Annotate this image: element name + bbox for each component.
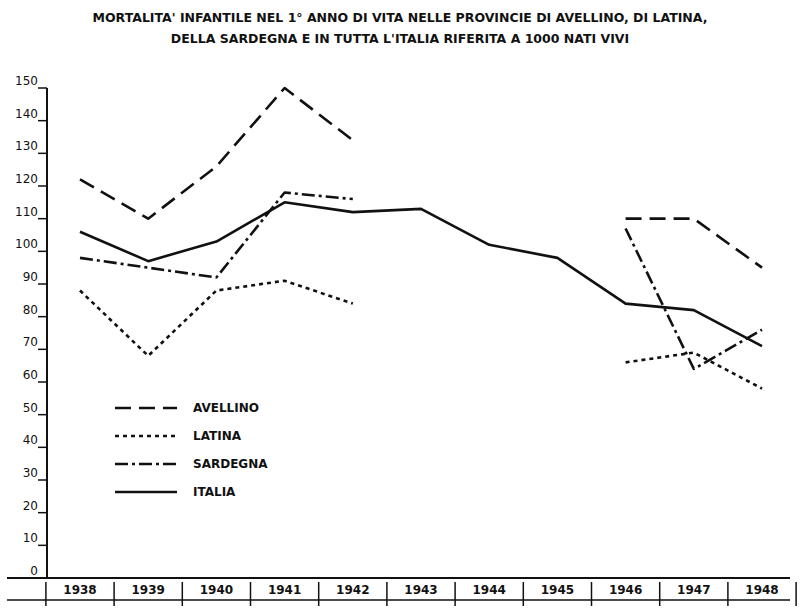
series-line	[80, 193, 762, 369]
x-cell-separator	[45, 582, 47, 606]
x-tick-label: 1944	[472, 583, 505, 597]
legend-swatch	[115, 463, 177, 466]
y-tick-label: 30	[23, 466, 38, 480]
legend-swatch	[115, 491, 177, 494]
y-axis-line	[46, 88, 48, 578]
y-tick-label: 80	[23, 303, 38, 317]
x-cell-separator	[454, 582, 456, 606]
x-cell-separator	[386, 582, 388, 606]
y-tick-label: 100	[15, 237, 38, 251]
y-tick	[38, 414, 47, 416]
y-tick-label: 90	[23, 270, 38, 284]
chart-title: MORTALITA' INFANTILE NEL 1° ANNO DI VITA…	[93, 10, 708, 46]
x-tick-label: 1943	[404, 583, 437, 597]
y-tick	[38, 545, 47, 547]
x-tick-label: 1945	[541, 583, 574, 597]
y-tick-label: 10	[23, 531, 38, 545]
y-tick	[38, 251, 47, 253]
y-tick-label: 110	[15, 205, 38, 219]
y-tick-label: 60	[23, 368, 38, 382]
x-tick-label: 1942	[336, 583, 369, 597]
x-cell-separator	[250, 582, 252, 606]
title-line: DELLA SARDEGNA E IN TUTTA L'ITALIA RIFER…	[171, 31, 629, 46]
x-axis-line	[7, 577, 790, 579]
x-cell-separator	[182, 582, 184, 606]
plot-area	[80, 88, 762, 389]
x-axis-band-bottom	[7, 599, 790, 601]
y-tick	[38, 185, 47, 187]
y-tick-label: 20	[23, 499, 38, 513]
x-tick-label: 1948	[745, 583, 778, 597]
x-cell-separator	[318, 582, 320, 606]
title-line: MORTALITA' INFANTILE NEL 1° ANNO DI VITA…	[93, 10, 708, 25]
y-tick	[38, 479, 47, 481]
x-cell-separator	[727, 582, 729, 606]
legend-label: LATINA	[193, 429, 242, 443]
x-cell-separator	[113, 582, 115, 606]
y-tick-label: 50	[23, 401, 38, 415]
chart-svg: MORTALITA' INFANTILE NEL 1° ANNO DI VITA…	[0, 0, 800, 609]
y-tick-label: 40	[23, 433, 38, 447]
y-tick	[38, 120, 47, 122]
x-tick-label: 1946	[609, 583, 642, 597]
y-tick-label: 150	[15, 74, 38, 88]
x-cell-separator	[523, 582, 525, 606]
y-tick-label: 130	[15, 139, 38, 153]
y-tick	[38, 283, 47, 285]
y-tick	[38, 218, 47, 220]
x-tick-label: 1939	[131, 583, 164, 597]
y-tick	[38, 447, 47, 449]
series-line	[80, 88, 762, 268]
legend-label: AVELLINO	[193, 401, 259, 415]
x-cell-separator	[591, 582, 593, 606]
y-tick	[38, 512, 47, 514]
y-tick-label: 70	[23, 335, 38, 349]
y-tick-label: 140	[15, 107, 38, 121]
x-tick-label: 1940	[200, 583, 233, 597]
y-tick	[38, 153, 47, 155]
y-tick-label: 120	[15, 172, 38, 186]
y-tick	[38, 349, 47, 351]
x-tick-label: 1947	[677, 583, 710, 597]
x-tick-label: 1941	[268, 583, 301, 597]
x-cell-separator	[659, 582, 661, 606]
x-tick-label: 1938	[63, 583, 96, 597]
y-tick	[38, 316, 47, 318]
legend-swatch	[115, 407, 177, 410]
y-tick	[38, 87, 47, 89]
legend-label: SARDEGNA	[193, 457, 268, 471]
legend-label: ITALIA	[193, 485, 236, 499]
legend: AVELLINO LATINA SARDEGNA ITALIA	[115, 401, 268, 499]
chart-container: MORTALITA' INFANTILE NEL 1° ANNO DI VITA…	[0, 0, 800, 609]
background	[0, 0, 800, 609]
series-line	[80, 202, 762, 346]
x-cell-separator	[795, 582, 797, 606]
legend-swatch	[115, 435, 177, 438]
y-tick	[38, 381, 47, 383]
y-tick-label: 0	[30, 564, 38, 578]
